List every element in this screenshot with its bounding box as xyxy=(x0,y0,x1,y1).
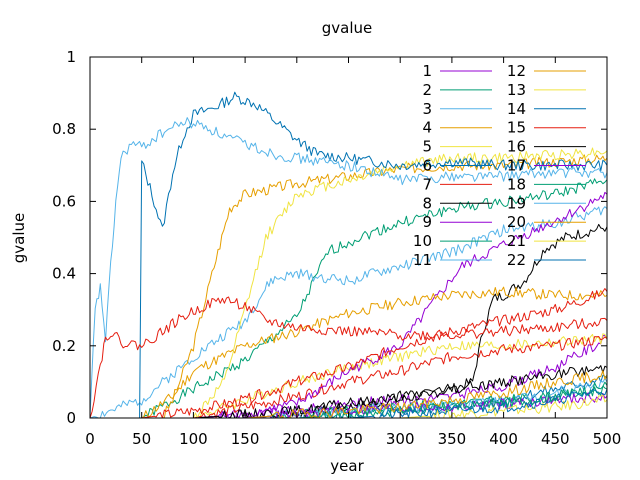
x-axis: 0 50 100 150 200 250 300 350 400 450 500 xyxy=(85,57,621,448)
series-line-12 xyxy=(90,286,608,419)
x-tick-label: 500 xyxy=(593,430,622,448)
y-axis-label: gvalue xyxy=(10,213,28,264)
legend-label-19: 19 xyxy=(507,194,526,212)
x-axis-label: year xyxy=(330,457,364,475)
x-tick-label: 100 xyxy=(179,430,208,448)
legend-label-8: 8 xyxy=(422,194,432,212)
legend-label-14: 14 xyxy=(507,100,526,118)
series-line-extra xyxy=(89,296,608,419)
series-line-2 xyxy=(90,178,608,419)
series-line-3 xyxy=(89,206,608,419)
y-tick-label: 1 xyxy=(66,48,76,66)
legend-label-15: 15 xyxy=(507,119,526,137)
series-line-14 xyxy=(90,91,608,419)
legend-label-11: 11 xyxy=(413,251,432,269)
x-tick-label: 400 xyxy=(489,430,518,448)
legend-label-5: 5 xyxy=(422,138,432,156)
legend-label-20: 20 xyxy=(507,213,526,231)
legend-label-9: 9 xyxy=(422,213,432,231)
y-tick-label: 0.4 xyxy=(52,265,76,283)
x-tick-label: 200 xyxy=(282,430,311,448)
legend-label-22: 22 xyxy=(507,251,526,269)
x-tick-label: 0 xyxy=(85,430,95,448)
series-line-19 xyxy=(89,117,608,419)
legend-label-18: 18 xyxy=(507,175,526,193)
chart-title: gvalue xyxy=(322,19,373,37)
series-line-8 xyxy=(90,223,608,419)
x-tick-label: 150 xyxy=(231,430,260,448)
x-tick-label: 450 xyxy=(541,430,570,448)
series-line-15 xyxy=(90,288,608,419)
legend-label-2: 2 xyxy=(422,81,432,99)
y-axis: 0 0.2 0.4 0.6 0.8 1 xyxy=(52,48,607,427)
legend-label-10: 10 xyxy=(413,232,432,250)
y-tick-label: 0.8 xyxy=(52,120,76,138)
y-tick-label: 0 xyxy=(66,409,76,427)
legend-label-16: 16 xyxy=(507,138,526,156)
legend-label-3: 3 xyxy=(422,100,432,118)
plot-lines xyxy=(89,91,608,419)
x-tick-label: 350 xyxy=(438,430,467,448)
x-tick-label: 50 xyxy=(132,430,151,448)
x-tick-label: 250 xyxy=(334,430,363,448)
y-tick-label: 0.6 xyxy=(52,192,76,210)
legend-label-13: 13 xyxy=(507,81,526,99)
legend-label-6: 6 xyxy=(422,157,432,175)
legend-label-12: 12 xyxy=(507,62,526,80)
legend-label-4: 4 xyxy=(422,119,432,137)
legend-label-1: 1 xyxy=(422,62,432,80)
y-tick-label: 0.2 xyxy=(52,337,76,355)
legend-label-21: 21 xyxy=(507,232,526,250)
legend-label-17: 17 xyxy=(507,157,526,175)
series-line-13 xyxy=(90,147,608,419)
legend-label-7: 7 xyxy=(422,175,432,193)
x-tick-label: 300 xyxy=(386,430,415,448)
